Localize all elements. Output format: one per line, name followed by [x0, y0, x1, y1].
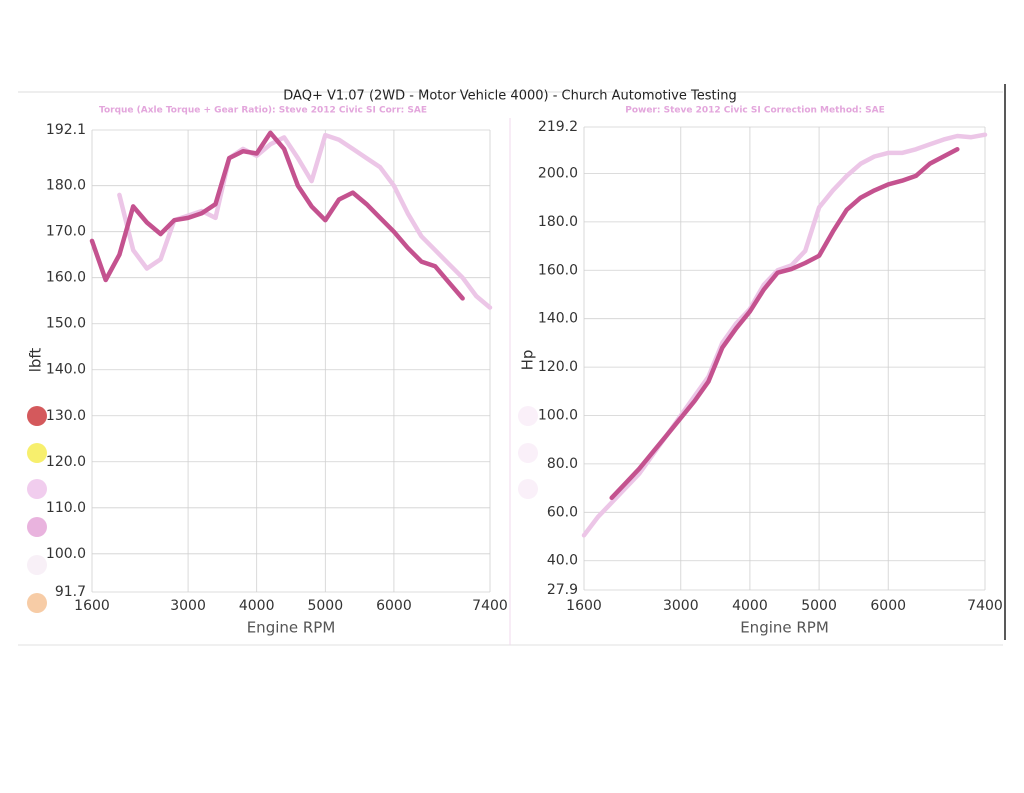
- y-tick-label: 120.0: [538, 359, 578, 375]
- x-tick-label: 4000: [732, 598, 768, 614]
- x-tick-label: 3000: [663, 598, 699, 614]
- y-tick-label: 160.0: [46, 270, 86, 286]
- legend-dot: [518, 443, 538, 463]
- y-tick-label: 110.0: [46, 500, 86, 516]
- y-tick-label: 140.0: [46, 362, 86, 378]
- y-tick-label: 100.0: [46, 546, 86, 562]
- y-axis-label: Hp: [519, 350, 537, 371]
- y-tick-label: 192.1: [46, 122, 86, 138]
- x-tick-label: 7400: [472, 598, 508, 614]
- x-tick-label: 6000: [376, 598, 412, 614]
- y-tick-label: 140.0: [538, 311, 578, 327]
- x-axis-label: Engine RPM: [247, 619, 336, 637]
- y-tick-label: 40.0: [547, 553, 578, 569]
- y-tick-label: 60.0: [547, 504, 578, 520]
- legend-dot: [27, 443, 47, 463]
- x-tick-label: 1600: [566, 598, 602, 614]
- y-tick-label: 180.0: [538, 214, 578, 230]
- legend-dots: [27, 406, 538, 613]
- y-tick-label: 219.2: [538, 119, 578, 135]
- chart-subtitle: Power: Steve 2012 Civic SI Correction Me…: [625, 106, 885, 116]
- legend-dot: [27, 593, 47, 613]
- y-tick-label: 27.9: [547, 582, 578, 598]
- x-tick-label: 5000: [307, 598, 343, 614]
- y-axis-label: lbft: [27, 348, 45, 373]
- y-tick-label: 150.0: [46, 316, 86, 332]
- x-axis-label: Engine RPM: [740, 619, 829, 637]
- y-tick-label: 180.0: [46, 178, 86, 194]
- y-tick-label: 130.0: [46, 408, 86, 424]
- y-tick-label: 160.0: [538, 262, 578, 278]
- x-tick-label: 5000: [801, 598, 837, 614]
- y-tick-label: 91.7: [55, 584, 86, 600]
- series-line: [609, 147, 960, 501]
- y-tick-label: 170.0: [46, 224, 86, 240]
- x-tick-label: 7400: [967, 598, 1003, 614]
- legend-dot: [27, 517, 47, 537]
- x-tick-label: 1600: [74, 598, 110, 614]
- legend-dot: [27, 479, 47, 499]
- y-tick-label: 200.0: [538, 165, 578, 181]
- y-tick-label: 120.0: [46, 454, 86, 470]
- legend-dot: [27, 406, 47, 426]
- x-tick-label: 6000: [870, 598, 906, 614]
- y-tick-label: 80.0: [547, 456, 578, 472]
- x-tick-label: 4000: [239, 598, 275, 614]
- legend-dot: [518, 406, 538, 426]
- chart-subtitle: Torque (Axle Torque + Gear Ratio): Steve…: [99, 106, 427, 116]
- legend-dot: [27, 555, 47, 575]
- x-tick-label: 3000: [170, 598, 206, 614]
- y-tick-label: 100.0: [538, 407, 578, 423]
- legend-dot: [518, 479, 538, 499]
- series-line: [89, 130, 465, 301]
- page-title: DAQ+ V1.07 (2WD - Motor Vehicle 4000) - …: [283, 89, 736, 104]
